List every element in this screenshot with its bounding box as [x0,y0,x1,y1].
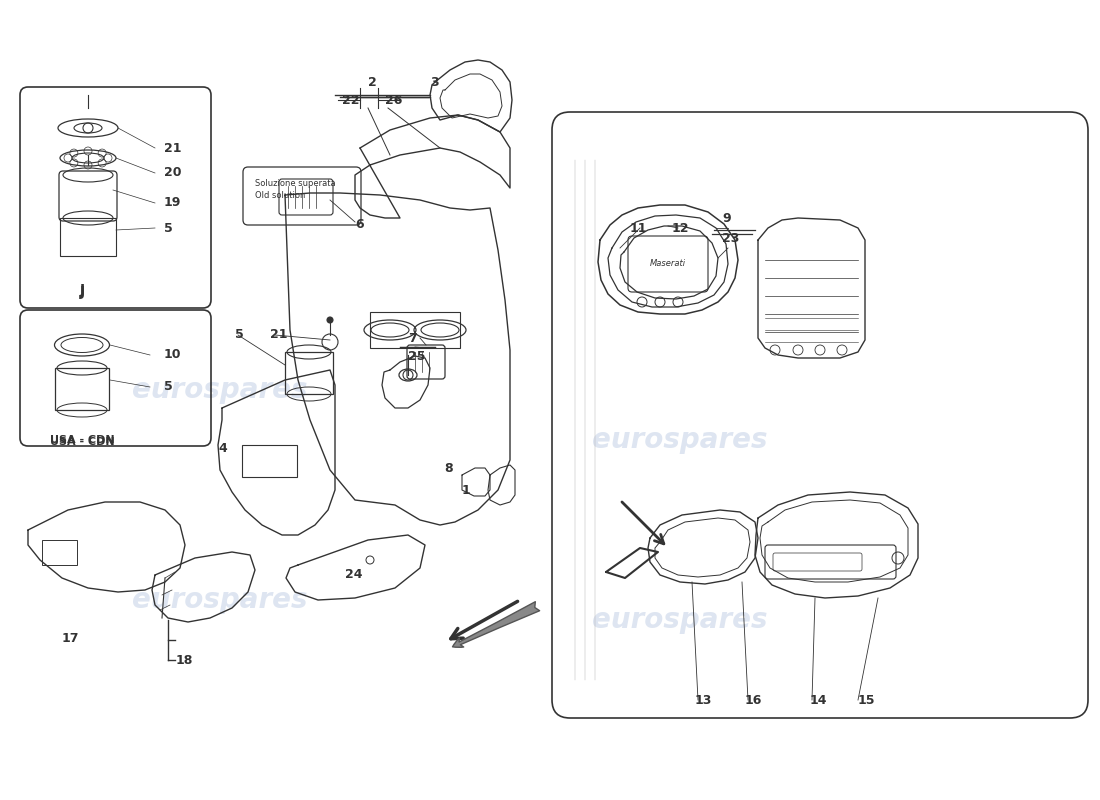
Text: 12: 12 [672,222,690,234]
Text: 25: 25 [408,350,426,362]
Text: 16: 16 [745,694,762,706]
Text: J: J [79,285,85,299]
Text: eurospares: eurospares [132,586,308,614]
Text: 13: 13 [695,694,713,706]
Text: 26: 26 [385,94,403,106]
Text: 6: 6 [355,218,364,231]
Text: 11: 11 [630,222,648,234]
Text: 2: 2 [368,75,376,89]
Text: USA - CDN: USA - CDN [50,435,114,445]
Text: J: J [79,283,85,297]
Bar [55,368,109,410]
Bar [285,352,333,394]
Text: 19: 19 [164,197,182,210]
Text: eurospares: eurospares [592,426,768,454]
Text: 3: 3 [430,75,439,89]
Text: 5: 5 [164,381,173,394]
Text: USA - CDN: USA - CDN [50,437,114,447]
Text: 18: 18 [176,654,194,666]
Text: 23: 23 [722,231,739,245]
Text: 7: 7 [408,331,417,345]
Text: Soluzione superata: Soluzione superata [255,178,336,187]
Text: 22: 22 [342,94,360,106]
Text: 21: 21 [270,329,287,342]
Text: 14: 14 [810,694,827,706]
Text: 9: 9 [722,211,730,225]
Text: 10: 10 [164,349,182,362]
Text: Maserati: Maserati [650,259,686,269]
Bar [370,312,460,348]
Text: 24: 24 [345,569,363,582]
Bar [242,445,297,477]
Bar [42,540,77,565]
Text: eurospares: eurospares [592,606,768,634]
Text: 21: 21 [164,142,182,154]
Text: 5: 5 [164,222,173,234]
Text: 15: 15 [858,694,876,706]
Text: 1: 1 [462,483,471,497]
Text: Old solution: Old solution [255,191,306,201]
Text: 20: 20 [164,166,182,179]
Circle shape [327,317,333,323]
Text: 5: 5 [235,329,244,342]
Bar [60,218,116,256]
Text: 17: 17 [62,631,79,645]
Text: eurospares: eurospares [132,376,308,404]
Text: 8: 8 [444,462,452,474]
Text: 4: 4 [218,442,227,454]
